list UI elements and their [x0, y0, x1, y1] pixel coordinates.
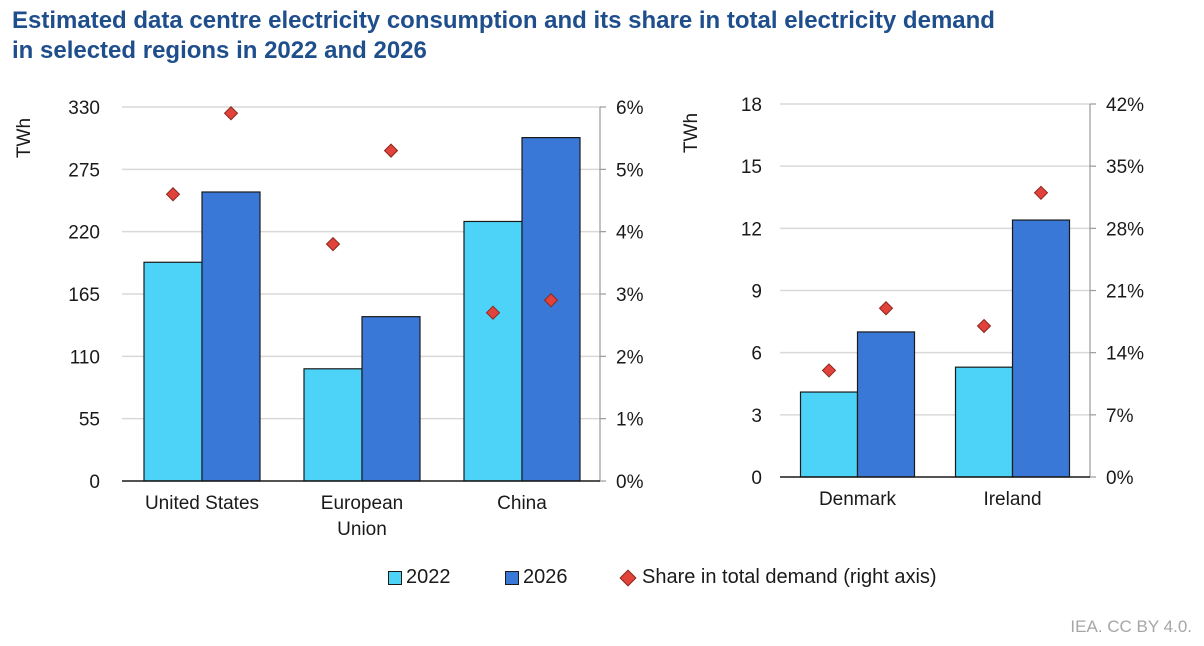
x-category-label: European — [321, 493, 403, 514]
y-tick-label: 3 — [751, 406, 762, 427]
y2-tick-label: 21% — [1106, 282, 1144, 303]
y2-tick-label: 7% — [1106, 406, 1134, 427]
y2-tick-label: 4% — [616, 223, 644, 244]
legend-item-share: Share in total demand (right axis) — [618, 566, 937, 589]
y2-tick-label: 28% — [1106, 219, 1144, 240]
y-tick-label: 55 — [79, 410, 100, 431]
chart-panel-1: 0 55 110 165 220 275 330 0% 1% 2% 3% 4% 5% 6% TWh Unite… — [14, 98, 644, 540]
y-tick-label: 275 — [68, 160, 100, 181]
x-category-label: Union — [337, 519, 387, 540]
legend-item-2026: 2026 — [505, 566, 568, 589]
share-marker-2026 — [878, 301, 894, 316]
legend-diamond-icon — [619, 569, 637, 586]
bar-2026 — [361, 316, 421, 482]
source-note: IEA. CC BY 4.0. — [1070, 617, 1192, 636]
y-tick-label: 220 — [68, 223, 100, 244]
y2-tick-label: 35% — [1106, 157, 1144, 178]
share-marker-2026 — [223, 106, 239, 121]
title-line-1: Estimated data centre electricity consum… — [12, 7, 995, 34]
y-axis-title: TWh — [681, 113, 702, 153]
bar-2022 — [799, 391, 859, 478]
y2-tick-label: 5% — [616, 160, 644, 181]
y-tick-label: 165 — [68, 285, 100, 306]
share-marker-2026 — [1033, 185, 1049, 201]
legend-swatch-2022 — [388, 570, 402, 585]
bar-2026 — [521, 137, 581, 482]
y2-tick-label: 14% — [1106, 344, 1144, 365]
share-marker-2022 — [976, 318, 992, 334]
x-category-label: China — [497, 493, 547, 514]
x-category-label: Ireland — [983, 489, 1041, 510]
y-tick-label: 6 — [751, 344, 762, 365]
legend-label-share: Share in total demand (right axis) — [642, 566, 937, 588]
chart-panel-2: 0 3 6 9 12 15 18 0% 7% 14% 21% 28% 35% 42% TWh Denmark I… — [681, 95, 1144, 510]
bar-2026 — [856, 331, 916, 478]
legend: 2022 2026 Share in total demand (right a… — [0, 566, 1204, 594]
y-tick-label: 18 — [741, 95, 762, 116]
y-tick-label: 12 — [741, 219, 762, 240]
legend-swatch-2026 — [505, 570, 519, 585]
share-marker-2022 — [325, 236, 341, 252]
y2-tick-label: 0% — [1106, 468, 1134, 489]
share-marker-2022 — [485, 305, 501, 320]
x-category-label: Denmark — [819, 489, 897, 510]
legend-item-2022: 2022 — [388, 566, 451, 589]
y2-tick-label: 0% — [616, 472, 644, 493]
share-marker-2026 — [383, 143, 399, 158]
bar-2022 — [143, 261, 203, 482]
y2-tick-label: 1% — [616, 410, 644, 431]
share-marker-2026 — [543, 293, 559, 308]
y-tick-label: 110 — [70, 347, 100, 368]
bar-2026 — [201, 191, 261, 482]
legend-label-2022: 2022 — [406, 566, 451, 588]
y-tick-label: 0 — [751, 468, 762, 489]
y-tick-label: 9 — [751, 282, 762, 303]
chart-title: Estimated data centre electricity consum… — [12, 6, 1192, 66]
y-tick-label: 0 — [89, 472, 100, 493]
share-marker-2022 — [165, 187, 181, 202]
y2-tick-label: 2% — [616, 347, 644, 368]
y2-tick-label: 6% — [616, 98, 644, 119]
y2-tick-label: 42% — [1106, 95, 1144, 116]
x-category-label: United States — [145, 493, 259, 514]
bar-2022 — [954, 366, 1014, 478]
legend-label-2026: 2026 — [523, 566, 568, 588]
bar-2022 — [463, 220, 523, 482]
y-axis-title: TWh — [14, 118, 35, 158]
bar-2022 — [303, 368, 363, 482]
y2-tick-label: 3% — [616, 285, 644, 306]
share-marker-2022 — [821, 363, 837, 378]
y-tick-label: 15 — [741, 157, 762, 178]
title-line-2: in selected regions in 2022 and 2026 — [12, 37, 427, 64]
bar-2026 — [1011, 219, 1071, 478]
y-tick-label: 330 — [68, 98, 100, 119]
